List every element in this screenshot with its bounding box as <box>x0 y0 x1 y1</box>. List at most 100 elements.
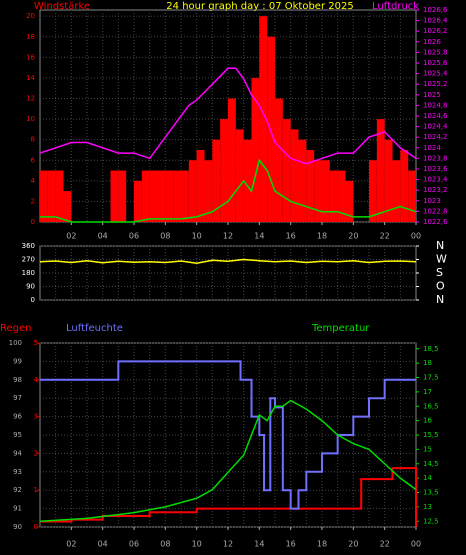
y-tick-label: 360 <box>22 242 35 250</box>
wind-bar <box>243 139 252 222</box>
x-tick-label: 20 <box>348 232 358 241</box>
y3-tick-label: 2 <box>34 449 38 457</box>
y2-tick-label: 13 <box>423 503 432 511</box>
wind-bar <box>267 36 275 223</box>
y2-tick-label: S <box>436 266 443 279</box>
wind-bar <box>149 170 158 222</box>
y2-tick-label: 16 <box>423 417 432 425</box>
y2-tick-label: 1025,4 <box>423 70 448 78</box>
x-tick-label: 10 <box>192 232 202 241</box>
x-tick-label: 20 <box>348 540 358 549</box>
series-line <box>39 258 417 265</box>
wind-bar <box>228 98 236 222</box>
y-tick-label: 0 <box>31 218 35 226</box>
wind-bar <box>47 170 56 222</box>
wind-bar <box>188 160 197 222</box>
y2-tick-label: 12,5 <box>423 517 439 525</box>
wind-bar <box>329 170 338 222</box>
wind-bar <box>141 170 150 222</box>
y-tick-label: 95 <box>13 431 22 439</box>
y2-tick-label: 1022,6 <box>423 218 448 226</box>
series-line <box>40 158 417 223</box>
wind-bar <box>55 170 64 222</box>
y2-tick-label: 1023,4 <box>423 176 448 184</box>
wind-bar <box>259 16 268 222</box>
y2-tick-label: 1024 <box>423 144 441 152</box>
x-tick-label: 16 <box>286 540 296 549</box>
x-tick-label: 06 <box>129 540 139 549</box>
legend-entry: Temperatur <box>311 323 370 334</box>
wind-bar <box>196 149 205 222</box>
legend-entry: Luftfeuchte <box>66 323 123 334</box>
wind-bar <box>400 149 409 222</box>
y-tick-label: 90 <box>26 283 35 291</box>
y2-tick-label: N <box>436 239 444 252</box>
wind-bar <box>282 119 291 222</box>
pressure-label: Luftdruck <box>372 1 419 12</box>
y2-tick-label: 1026,6 <box>423 6 448 14</box>
y2-tick-label: 15 <box>423 445 432 453</box>
wind-bar <box>275 98 283 222</box>
series-line <box>39 67 417 165</box>
y3-tick-label: 4 <box>34 376 39 384</box>
y2-tick-label: 17 <box>423 388 432 396</box>
y-tick-label: 97 <box>13 394 22 402</box>
y2-tick-label: 15,5 <box>423 431 439 439</box>
y-tick-label: 8 <box>31 136 35 144</box>
y2-tick-label: 1026 <box>423 38 441 46</box>
y-tick-label: 99 <box>13 357 22 365</box>
y3-tick-label: 1 <box>34 486 38 494</box>
y2-tick-label: 18 <box>423 359 432 367</box>
y2-tick-label: 1023,6 <box>423 165 448 173</box>
wind-bar <box>298 139 307 222</box>
x-tick-label: 04 <box>98 232 108 241</box>
wind-bar <box>384 139 393 222</box>
y-tick-label: 100 <box>9 339 22 347</box>
y2-tick-label: 18,5 <box>423 345 439 353</box>
y-tick-label: 180 <box>22 269 35 277</box>
y2-tick-label: 1024,8 <box>423 101 448 109</box>
wind-bar <box>314 160 322 222</box>
wind-bar <box>134 180 142 222</box>
wind-bar <box>204 160 213 222</box>
wind-bar <box>110 170 119 222</box>
wind-bar <box>157 170 166 222</box>
y2-tick-label: 1022,8 <box>423 207 448 215</box>
y3-tick-label: 5 <box>34 339 38 347</box>
x-tick-label: 00 <box>411 232 421 241</box>
y2-tick-label: 1025 <box>423 91 441 99</box>
wind-bar <box>212 139 221 222</box>
wind-bar <box>376 119 385 222</box>
x-tick-label: 18 <box>317 540 327 549</box>
x-tick-label: 22 <box>380 232 390 241</box>
wind-bar <box>306 149 315 222</box>
x-tick-label: 02 <box>66 232 76 241</box>
y-tick-label: 94 <box>13 449 22 457</box>
y2-tick-label: 1023,8 <box>423 154 448 162</box>
y-tick-label: 93 <box>13 468 22 476</box>
wind-bar <box>40 170 48 222</box>
x-tick-label: 02 <box>66 540 76 549</box>
y2-tick-label: 1024,6 <box>423 112 448 120</box>
wind-bar <box>322 160 330 222</box>
y2-tick-label: 1025,6 <box>423 59 448 67</box>
x-tick-label: 14 <box>254 540 264 549</box>
y2-tick-label: 17,5 <box>423 374 439 382</box>
y2-tick-label: 1023 <box>423 197 441 205</box>
x-tick-label: 12 <box>223 540 233 549</box>
chart-title: 24 hour graph day : 07 Oktober 2025 <box>166 1 353 12</box>
y2-tick-label: 1023,2 <box>423 186 448 194</box>
x-tick-label: 18 <box>317 232 327 241</box>
wind-bar <box>220 119 228 222</box>
y-tick-label: 18 <box>26 33 35 41</box>
y2-tick-label: 14,5 <box>423 460 439 468</box>
y-tick-label: 14 <box>26 74 35 82</box>
y-tick-label: 91 <box>13 505 22 513</box>
x-tick-label: 10 <box>192 540 202 549</box>
y2-tick-label: 1024,4 <box>423 123 448 131</box>
wind-bar <box>235 129 244 222</box>
wind-bar <box>173 170 181 222</box>
x-tick-label: 22 <box>380 540 390 549</box>
